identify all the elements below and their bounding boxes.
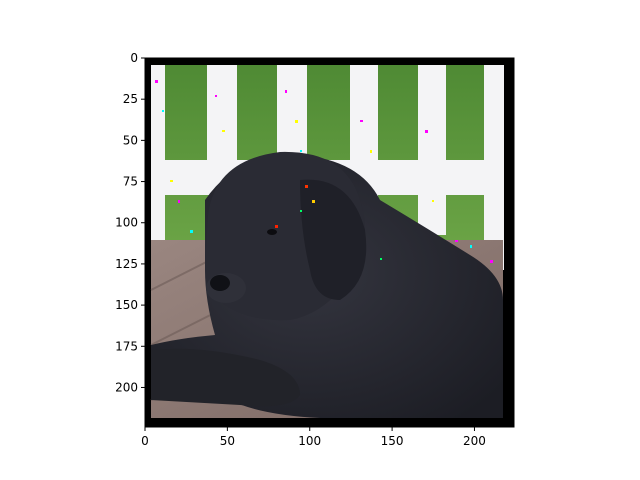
y-tick-label: 200 <box>115 380 138 394</box>
y-tick-label: 25 <box>123 92 138 106</box>
x-tick-label: 150 <box>381 434 404 448</box>
image-axes: 0 50 100 150 200 0 25 50 75 100 125 150 175 200 <box>115 51 515 448</box>
x-tick-label: 200 <box>463 434 486 448</box>
axes-frame <box>144 57 515 428</box>
y-axis: 0 25 50 75 100 125 150 175 200 <box>115 51 145 394</box>
x-tick-label: 100 <box>298 434 321 448</box>
x-axis: 0 50 100 150 200 <box>141 427 486 448</box>
dog-photo-image <box>145 58 514 427</box>
y-tick-label: 125 <box>115 257 138 271</box>
y-tick-label: 175 <box>115 339 138 353</box>
x-tick-label: 50 <box>220 434 235 448</box>
y-tick-label: 150 <box>115 298 138 312</box>
y-tick-label: 100 <box>115 216 138 230</box>
x-tick-label: 0 <box>141 434 149 448</box>
y-tick-label: 50 <box>123 133 138 147</box>
y-tick-label: 0 <box>130 51 138 65</box>
y-tick-label: 75 <box>123 175 138 189</box>
